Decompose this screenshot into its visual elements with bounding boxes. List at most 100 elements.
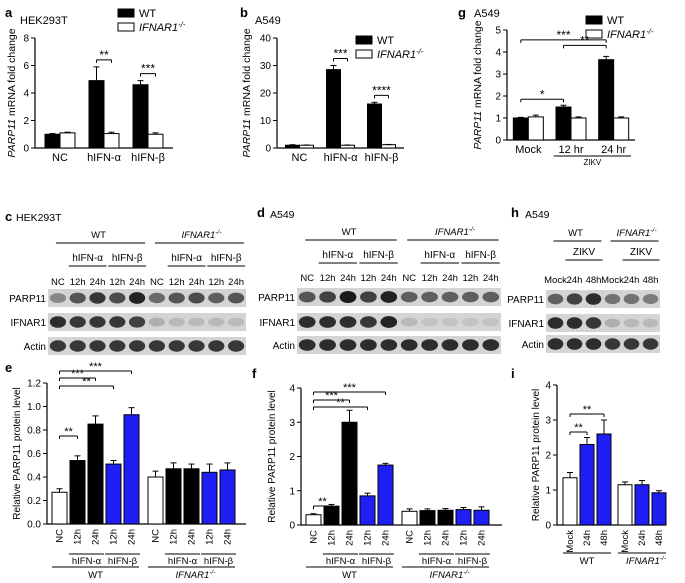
lane-label-c: 12h [208,277,224,288]
cell-line-h: A549 [525,209,550,221]
x-tick-label-e: 24h [187,529,198,545]
y-tick-label-b: 0 [265,144,271,155]
legend-label-b: WT [377,35,394,47]
blot-band-d [400,317,418,327]
x-tick-label-f: NC [309,530,320,544]
x-tick-label-f: 12h [423,530,434,546]
blot-band-d [482,317,500,327]
x-tick-label-f: 12h [363,530,374,546]
panel-label-f: f [252,366,257,381]
x-tick-label-e: 12h [169,529,180,545]
significance-label-a: ** [99,48,109,62]
x-tick-label-g: Mock [515,144,542,156]
blot-row-label-d: PARP11 [258,293,295,304]
genotype-label-i: WT [580,556,595,567]
lane-label-d: NC [300,273,314,284]
y-tick-label-e: 0.0 [27,520,41,531]
blot-band-c [49,293,67,303]
legend-label-a: IFNAR1-/- [139,20,186,34]
treatment-label-h: ZIKV [630,247,653,258]
bar-f [473,509,490,526]
bar-i [579,444,595,526]
blot-band-c [89,340,106,352]
lane-label-h: 24h [567,275,583,286]
blot-band-c [208,317,225,327]
treatment-label-f: hIFN-α [326,556,356,567]
bar-e [219,469,236,525]
x-tick-label-i: 24h [582,530,593,546]
significance-label-f: ** [336,397,345,409]
x-tick-label-a: NC [52,152,68,164]
genotype-label-h: IFNAR1-/- [617,227,658,239]
legend-label-g: WT [607,15,624,27]
panel-label-i: i [511,366,515,381]
blot-band-h [585,293,602,305]
lane-label-d: 24h [483,273,499,284]
blot-band-c [128,292,146,304]
blot-band-h [604,338,621,350]
blot-band-c [109,292,126,304]
lane-label-c: 12h [169,277,185,288]
chart-i: 0 1 2 3 4 Mock 24h 48h Mock 24h 48h Relative PARP11… [531,381,667,568]
blot-band-d [400,291,418,303]
blot-band-h [585,317,602,329]
blot-band-d [441,317,459,327]
blot-row-label-d: Actin [273,341,295,352]
bar-b [367,103,382,149]
blot-band-h [585,338,602,350]
bar-a [59,132,76,149]
y-tick-label-a: 4 [23,89,29,100]
legend-swatch-b [355,49,373,59]
genotype-label-c: WT [91,230,106,241]
y-tick-label-b: 20 [260,89,272,100]
bar-g [555,106,572,141]
lane-label-d: 24h [442,273,458,284]
cell-line-d: A549 [270,209,295,221]
blot-band-d [298,316,316,328]
bar-g [527,116,544,141]
lane-label-c: 24h [228,277,244,288]
panel-label-g: g [458,5,466,20]
treatment-label-c: hIFN-β [211,253,242,264]
lane-label-c: NC [150,277,164,288]
y-tick-label-i: 0 [545,521,551,532]
blot-band-h [623,338,640,350]
lane-label-c: 24h [90,277,106,288]
bar-b [381,144,396,149]
treatment-label-e: hIFN-α [72,556,102,567]
bar-e [105,463,122,525]
significance-label-e: *** [89,361,103,373]
blot-band-c [168,317,185,327]
significance-label-b: *** [333,47,347,61]
blot-row-label-c: Actin [24,342,46,353]
bar-e [69,460,86,525]
significance-label-e: *** [71,368,85,380]
x-tick-label-f: 24h [345,530,356,546]
significance-label-a: *** [141,62,155,76]
chart-f: 0 1 2 3 4 NC 12h 24h 12h 24h NC 12h 24h 12h 24h Relativ… [267,382,502,581]
x-tick-label-b: NC [292,152,308,164]
blot-band-d [339,316,357,328]
blot-c: HEK293T WT IFNAR1-/- hIFN-α hIFN-β hIFN-α hIFN… [9,212,246,355]
blot-band-h [642,318,659,328]
treatment-label-f: hIFN-α [422,556,452,567]
panel-label-d: d [257,205,265,220]
lane-label-h: 48h [643,275,659,286]
bar-e [123,414,140,525]
x-tick-label-e: 24h [223,529,234,545]
bar-a [147,133,164,149]
blot-band-c [188,340,205,352]
bar-b [326,69,341,149]
lane-label-c: 12h [70,277,86,288]
chart-g: 0 1 2 3 4 5 Mock 12 hr 24 hr PARP11 mRNA fold cha… [472,8,654,167]
blot-band-d [421,317,438,327]
genotype-label-c: IFNAR1-/- [182,229,223,241]
blot-band-c [69,316,86,328]
genotype-label-h: WT [568,228,583,239]
y-tick-label-b: 40 [260,34,272,45]
blot-band-c [89,292,106,304]
bar-e [87,423,104,525]
significance-label-b: **** [372,83,391,97]
x-tick-label-a: hIFN-α [87,152,122,164]
cell-line-b: A549 [255,15,281,27]
